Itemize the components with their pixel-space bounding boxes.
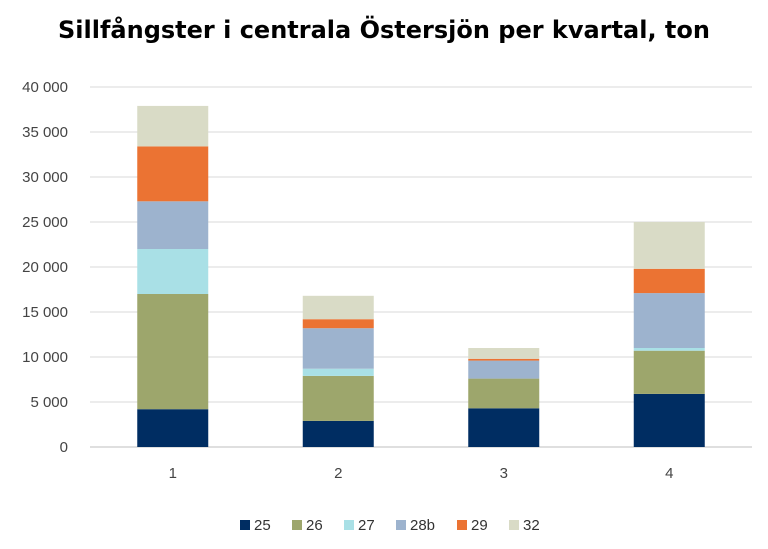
bar-segment-32-q4 bbox=[633, 222, 705, 269]
legend-swatch bbox=[396, 520, 406, 530]
y-tick-label: 5 000 bbox=[30, 394, 68, 411]
y-tick-label: 15 000 bbox=[22, 304, 68, 321]
legend-swatch bbox=[344, 520, 354, 530]
y-tick-label: 35 000 bbox=[22, 124, 68, 141]
bar-segment-27-q1 bbox=[137, 249, 209, 294]
bar-segment-29-q1 bbox=[137, 146, 209, 202]
y-tick-label: 30 000 bbox=[22, 169, 68, 186]
bars bbox=[137, 105, 705, 447]
legend-label: 27 bbox=[358, 517, 375, 534]
bar-segment-28b-q4 bbox=[633, 293, 705, 348]
bar-segment-29-q2 bbox=[302, 319, 374, 329]
y-tick-label: 25 000 bbox=[22, 214, 68, 231]
bar-segment-25-q1 bbox=[137, 409, 209, 447]
bar-segment-27-q2 bbox=[302, 368, 374, 376]
bar-segment-28b-q2 bbox=[302, 328, 374, 369]
legend-label: 25 bbox=[254, 517, 271, 534]
legend-item-28b: 28b bbox=[396, 517, 435, 534]
legend-label: 32 bbox=[523, 517, 540, 534]
bar-segment-32-q3 bbox=[468, 348, 540, 359]
y-tick-label: 20 000 bbox=[22, 259, 68, 276]
bar-segment-26-q1 bbox=[137, 294, 209, 410]
legend-label: 28b bbox=[410, 517, 435, 534]
legend-swatch bbox=[509, 520, 519, 530]
legend: 25 26 27 28b 29 32 bbox=[240, 517, 540, 534]
bar-segment-26-q2 bbox=[302, 375, 374, 421]
x-tick-label: 1 bbox=[169, 465, 177, 482]
bar-segment-26-q4 bbox=[633, 350, 705, 394]
x-tick-label: 4 bbox=[665, 465, 673, 482]
bar-segment-29-q4 bbox=[633, 268, 705, 294]
bar-segment-29-q3 bbox=[468, 358, 540, 361]
bar-segment-25-q4 bbox=[633, 393, 705, 447]
bar-segment-25-q2 bbox=[302, 420, 374, 447]
legend-item-26: 26 bbox=[292, 517, 323, 534]
y-axis-tick-labels: 0 5 000 10 000 15 000 20 000 25 000 30 000 35 0… bbox=[22, 79, 68, 456]
x-axis-tick-labels: 1 2 3 4 bbox=[169, 465, 674, 482]
bar-segment-26-q3 bbox=[468, 378, 540, 409]
bar-segment-28b-q1 bbox=[137, 201, 209, 249]
legend-item-25: 25 bbox=[240, 517, 271, 534]
legend-label: 29 bbox=[471, 517, 488, 534]
legend-swatch bbox=[457, 520, 467, 530]
x-tick-label: 3 bbox=[500, 465, 508, 482]
legend-item-32: 32 bbox=[509, 517, 540, 534]
legend-swatch bbox=[292, 520, 302, 530]
legend-item-29: 29 bbox=[457, 517, 488, 534]
bar-segment-32-q1 bbox=[137, 105, 209, 147]
bar-segment-32-q2 bbox=[302, 295, 374, 320]
bar-segment-27-q4 bbox=[633, 348, 705, 351]
y-tick-label: 10 000 bbox=[22, 349, 68, 366]
y-tick-label: 40 000 bbox=[22, 79, 68, 96]
legend-item-27: 27 bbox=[344, 517, 375, 534]
chart-title: Sillfångster i centrala Östersjön per kv… bbox=[58, 16, 710, 44]
x-tick-label: 2 bbox=[334, 465, 342, 482]
bar-segment-28b-q3 bbox=[468, 360, 540, 379]
y-tick-label: 0 bbox=[60, 439, 68, 456]
legend-swatch bbox=[240, 520, 250, 530]
bar-segment-25-q3 bbox=[468, 408, 540, 447]
legend-label: 26 bbox=[306, 517, 323, 534]
